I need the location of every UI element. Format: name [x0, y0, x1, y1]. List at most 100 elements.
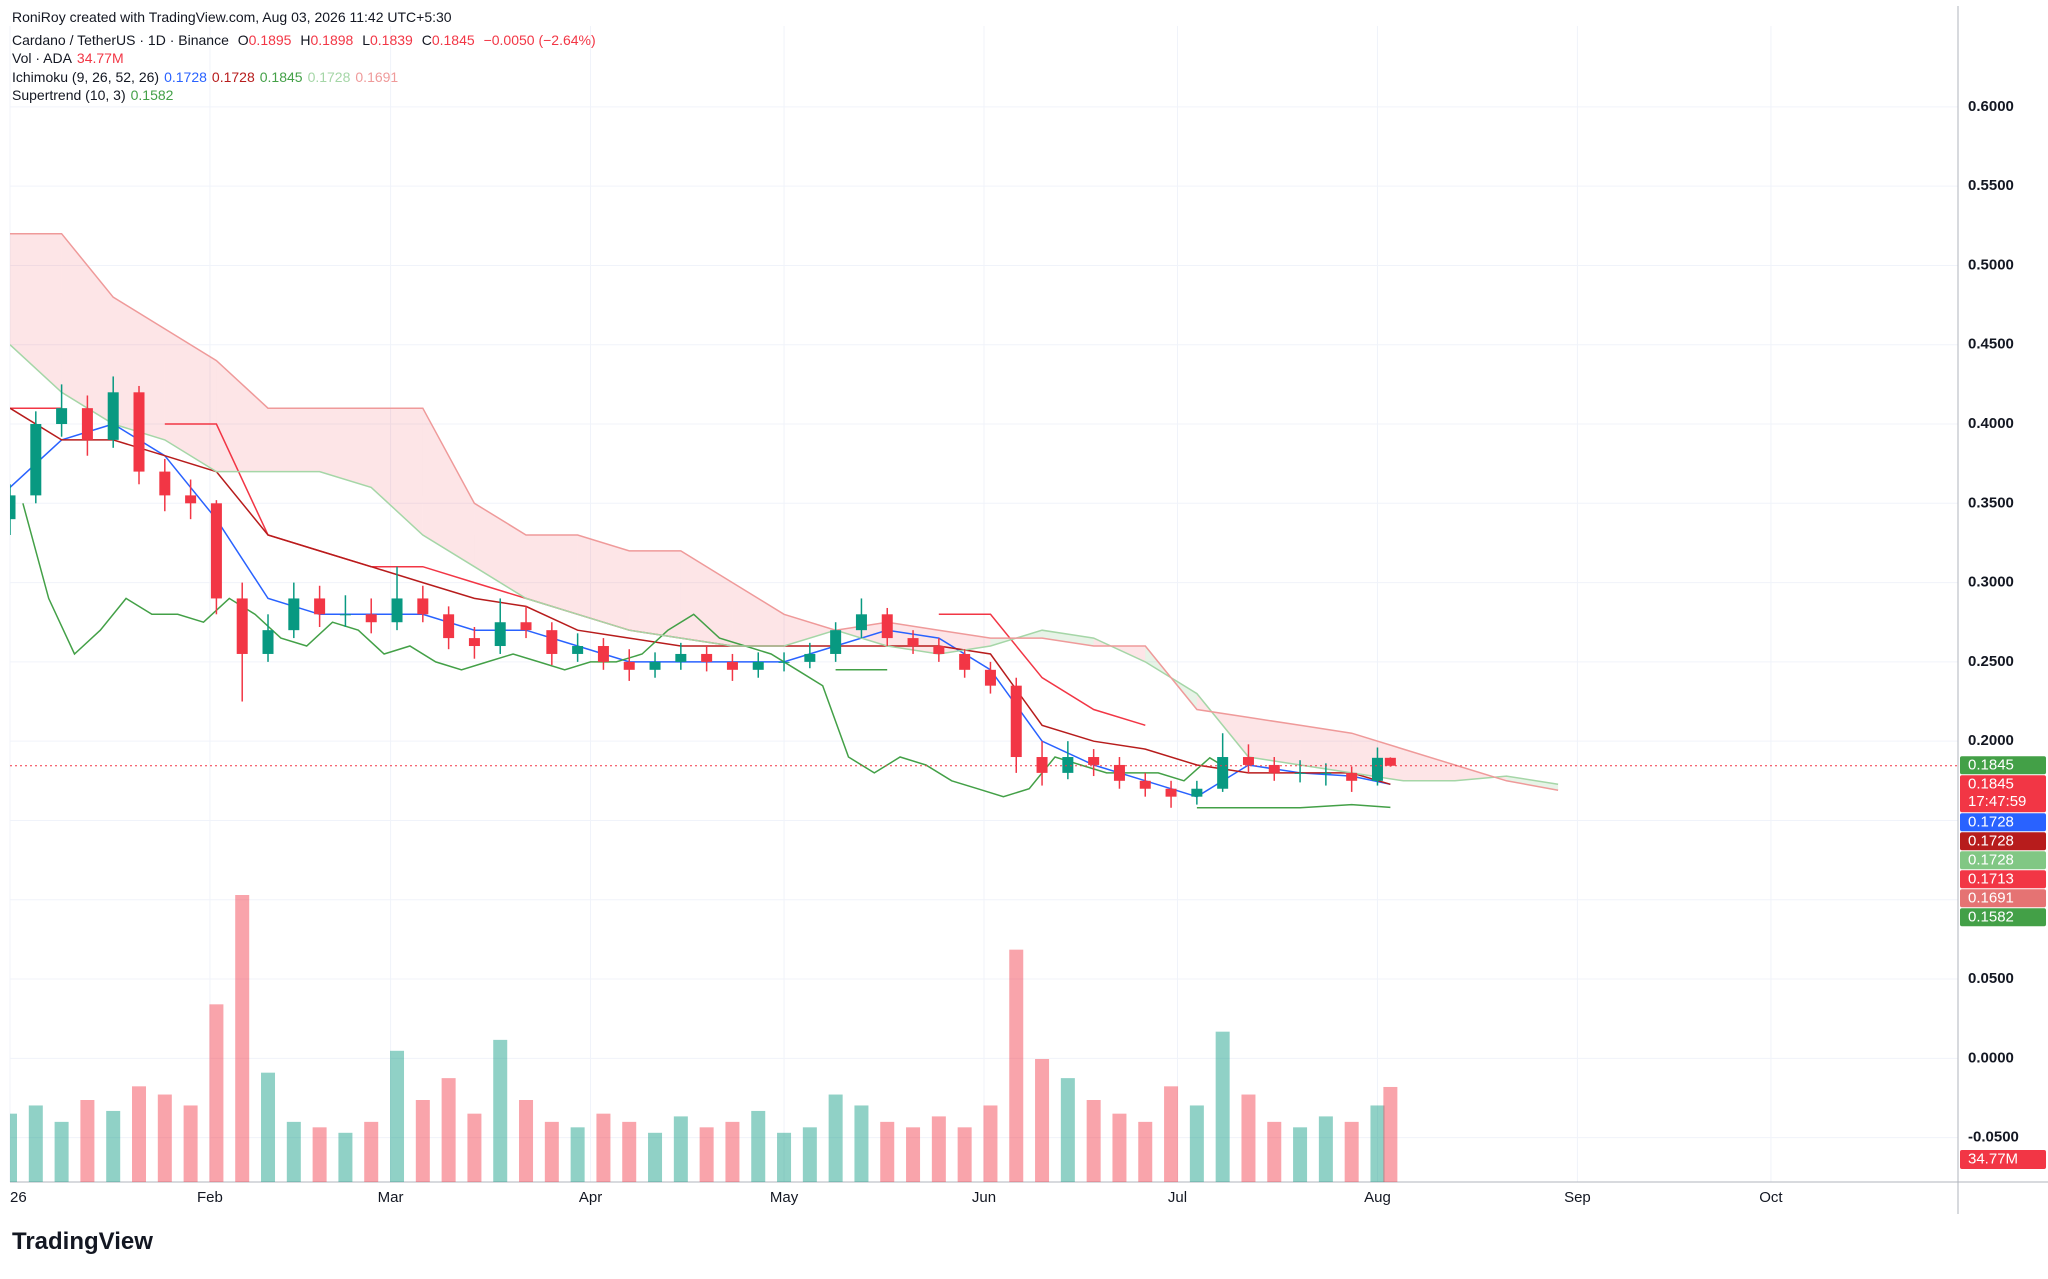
volume-bar — [1189, 1105, 1204, 1182]
volume-value: 34.77M — [76, 50, 124, 66]
x-tick-label: Mar — [378, 1189, 404, 1206]
y-tick-label: 0.6000 — [1968, 98, 2014, 115]
x-tick-label: Feb — [197, 1189, 223, 1206]
candle-body — [933, 646, 945, 654]
volume-bar — [699, 1127, 714, 1182]
cloud-fill — [629, 550, 681, 639]
ichimoku-row: Ichimoku (9, 26, 52, 26) 0.1728 0.1728 0.18… — [12, 68, 601, 87]
candle-body — [1294, 772, 1306, 774]
cloud-fill — [371, 408, 423, 536]
volume-bar — [1112, 1113, 1127, 1182]
price-badge-label: 0.1845 — [1968, 757, 2014, 774]
y-tick-label: 0.5000 — [1968, 256, 2014, 273]
price-badge — [1960, 851, 2046, 870]
candle-body — [623, 661, 635, 670]
y-tick-label: 0.0000 — [1968, 1049, 2014, 1066]
symbol-row: Cardano / TetherUS · 1D · Binance O0.189… — [12, 31, 601, 50]
ohlc-letter: C — [421, 31, 432, 48]
volume-bar — [802, 1127, 817, 1182]
volume-badge-label: 34.77M — [1968, 1150, 2018, 1167]
cloud-fill — [1506, 776, 1559, 791]
volume-bar — [286, 1121, 301, 1182]
volume-bar — [519, 1100, 534, 1182]
candle-body — [314, 598, 326, 615]
candle-body — [597, 646, 609, 662]
price-badge-label: 0.1728 — [1968, 814, 2014, 831]
price-badge — [1960, 756, 2046, 775]
candle-body — [1062, 757, 1074, 773]
ichimoku-value: 0.1728 — [211, 68, 255, 85]
candle-body — [572, 646, 584, 654]
volume-bar — [1293, 1127, 1308, 1182]
cloud-fill — [216, 360, 269, 472]
candle-body — [262, 630, 274, 654]
price-badge-label: 0.1845 — [1968, 776, 2014, 793]
price-badge — [1960, 908, 2046, 927]
plot — [10, 232, 1559, 1182]
ichimoku-value: 0.1845 — [259, 68, 303, 85]
volume-bar — [312, 1127, 327, 1182]
candle-body — [1165, 788, 1177, 797]
volume-bar — [1060, 1078, 1075, 1182]
ohlc-letter: L — [362, 31, 370, 48]
candle-body — [365, 614, 377, 623]
volume-bar — [1344, 1121, 1359, 1182]
y-tick-label: 0.4000 — [1968, 415, 2014, 432]
candle-body — [881, 614, 893, 639]
price-badge — [1960, 832, 2046, 851]
volume-bar — [106, 1110, 121, 1182]
volume-bar — [1086, 1100, 1101, 1182]
y-tick-label: 0.5500 — [1968, 177, 2014, 194]
volume-bar — [777, 1132, 792, 1182]
price-badge — [1960, 889, 2046, 908]
candle-body — [10, 495, 16, 520]
candle-body — [1191, 788, 1203, 797]
candle-body — [236, 598, 248, 654]
volume-bar — [132, 1086, 147, 1182]
supertrend-value: 0.1582 — [130, 87, 174, 103]
volume-bar — [235, 895, 250, 1182]
candle-body — [701, 653, 713, 662]
candle-body — [81, 408, 93, 440]
x-tick-label: Oct — [1759, 1189, 1783, 1206]
volume-bar — [1164, 1086, 1179, 1182]
change: −0.0050 (−2.64%) — [483, 31, 596, 48]
cloud-fill — [268, 408, 320, 472]
volume-bar — [1138, 1121, 1153, 1182]
candle-body — [546, 630, 558, 654]
candle-body — [30, 424, 42, 496]
volume-bar — [1035, 1059, 1050, 1182]
supertrend-row: Supertrend (10, 3) 0.1582 — [12, 86, 601, 105]
candle-body — [1036, 757, 1048, 773]
volume-bar — [1009, 949, 1024, 1182]
volume-bar — [725, 1121, 740, 1182]
volume-bar — [1383, 1086, 1398, 1182]
candle-body — [959, 653, 971, 670]
volume-bar — [1267, 1121, 1282, 1182]
x-tick-label: May — [770, 1189, 799, 1206]
candle-body — [339, 614, 351, 616]
candle-body — [56, 408, 68, 425]
candle-body — [649, 661, 661, 670]
cloud-fill — [577, 535, 630, 631]
volume-bar — [1241, 1094, 1256, 1182]
cloud-fill — [474, 503, 527, 599]
volume-bar — [544, 1121, 559, 1182]
volume-bar — [441, 1078, 456, 1182]
brand-text: TradingView — [12, 1228, 153, 1255]
volume-bar — [931, 1116, 946, 1182]
y-tick-label: -0.0500 — [1968, 1129, 2019, 1146]
volume-bar — [596, 1113, 611, 1182]
low-value: 0.1839 — [370, 31, 413, 48]
cloud-fill — [113, 297, 165, 440]
candle-body — [804, 653, 816, 662]
candle-body — [443, 614, 455, 639]
volume-bar — [828, 1094, 843, 1182]
x-tick-label: Aug — [1364, 1189, 1391, 1206]
volume-bar — [80, 1100, 95, 1182]
price-badge-label: 0.1728 — [1968, 852, 2014, 869]
cloud-fill — [680, 550, 733, 647]
candle-body — [1217, 757, 1229, 789]
